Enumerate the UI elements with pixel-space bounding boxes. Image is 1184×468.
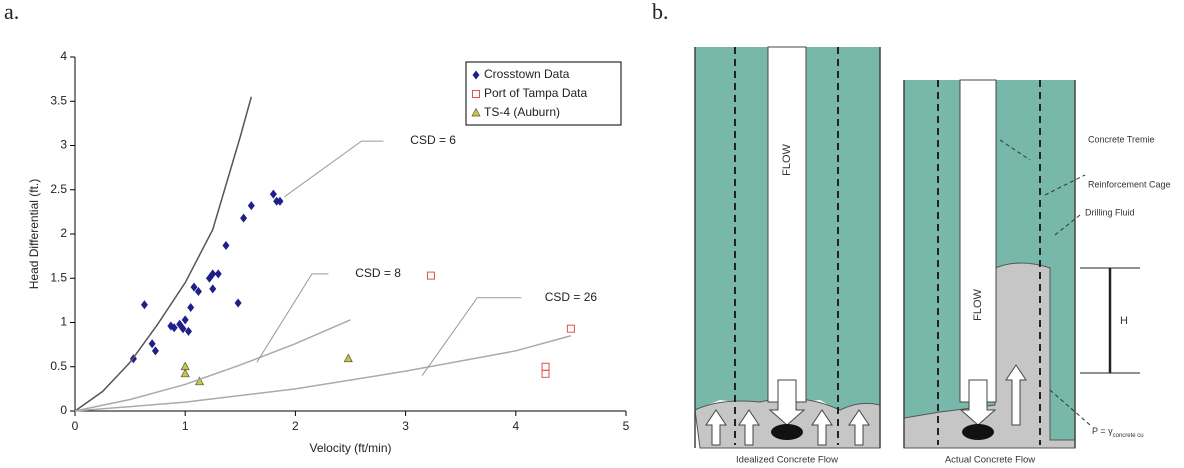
x-tick-label: 2	[292, 419, 299, 433]
chart: 0 1 2 3 4 5 0 0.5 1 1.5 2 2.5 3 3.5 4 Velocity (ft/min)…	[27, 49, 629, 455]
pressure: P = γ	[1092, 426, 1113, 436]
panel-label: b.	[652, 0, 669, 24]
curve-label: CSD = 8	[355, 266, 401, 280]
x-tick-label: 0	[72, 419, 79, 433]
y-tick-label: 3.5	[50, 93, 67, 107]
callout: Drilling Fluid	[1085, 207, 1135, 217]
point	[187, 302, 195, 312]
callout: Reinforcement Cage	[1088, 179, 1171, 189]
point	[209, 284, 217, 294]
curve-label: CSD = 26	[545, 290, 598, 304]
point	[185, 326, 193, 336]
arrow	[768, 379, 806, 426]
leader-line	[421, 297, 522, 376]
point	[541, 369, 550, 378]
y-tick-label: 4	[60, 49, 67, 63]
y-tick-label: 0.5	[50, 359, 67, 373]
arrow	[848, 409, 870, 446]
y-tick-label: 2.5	[50, 182, 67, 196]
legend-label: Port of Tampa Data	[484, 86, 587, 100]
point	[151, 346, 159, 356]
point	[541, 362, 550, 371]
legend-box	[465, 61, 622, 126]
x-axis-label: Velocity (ft/min)	[309, 441, 391, 455]
point	[247, 201, 255, 211]
curve-label: CSD = 6	[410, 133, 456, 147]
y-tick-label: 1	[60, 315, 67, 329]
point	[181, 315, 189, 325]
callout: P = γconcrete cu	[1092, 426, 1144, 438]
point	[222, 241, 230, 251]
flow-label: FLOW	[781, 143, 793, 175]
curve	[74, 96, 253, 412]
leader-line	[284, 140, 384, 198]
point	[234, 298, 242, 308]
leader	[1044, 174, 1086, 196]
x-tick-label: 3	[402, 419, 409, 433]
point	[194, 376, 205, 386]
legend-marker	[471, 107, 481, 117]
arrow	[705, 409, 727, 446]
diagram: FLOW FLOW Idealized Concrete Flow Actual…	[694, 46, 1171, 466]
callout: Concrete Tremie	[1088, 134, 1155, 144]
legend-label: Crosstown Data	[484, 67, 570, 81]
x-tick-label: 4	[512, 419, 519, 433]
concrete-mound	[771, 424, 803, 440]
point	[276, 196, 284, 206]
point	[426, 271, 435, 280]
x-tick-label: 1	[182, 419, 189, 433]
leader	[999, 139, 1031, 161]
point	[194, 287, 202, 297]
arrow	[811, 409, 833, 446]
point	[148, 339, 156, 349]
arrow	[959, 379, 997, 426]
point	[269, 189, 277, 199]
pressure-subscript: concrete cu	[1113, 433, 1144, 439]
y-tick-label: 0	[60, 403, 67, 417]
point	[190, 282, 198, 292]
y-tick-label: 1.5	[50, 270, 67, 284]
legend-label: TS-4 (Auburn)	[484, 105, 560, 119]
point	[566, 324, 575, 333]
point	[179, 324, 187, 334]
point	[214, 269, 222, 279]
arrow	[1005, 364, 1027, 426]
curve	[74, 335, 572, 412]
leader-line	[256, 273, 329, 363]
callout: H	[1120, 315, 1128, 327]
point	[170, 323, 178, 333]
point	[180, 368, 190, 378]
y-tick-label: 2	[60, 226, 67, 240]
legend-marker	[472, 90, 480, 98]
arrow	[738, 409, 760, 446]
leader	[1049, 389, 1091, 426]
curve	[74, 319, 351, 412]
y-tick-label: 3	[60, 138, 67, 152]
flow-label: FLOW	[972, 288, 984, 320]
legend-marker	[472, 70, 480, 80]
caption: Actual Concrete Flow	[945, 455, 1035, 466]
x-tick-label: 5	[623, 419, 630, 433]
point	[140, 300, 148, 310]
point	[343, 353, 353, 363]
tremie	[767, 46, 807, 403]
panel-label: a.	[4, 0, 19, 24]
y-axis-label: Head Differential (ft.)	[27, 179, 41, 290]
point	[240, 213, 248, 223]
concrete-mound	[962, 424, 994, 440]
caption: Idealized Concrete Flow	[736, 455, 838, 466]
leader	[1054, 214, 1081, 236]
point	[209, 269, 217, 279]
tremie	[959, 79, 997, 403]
